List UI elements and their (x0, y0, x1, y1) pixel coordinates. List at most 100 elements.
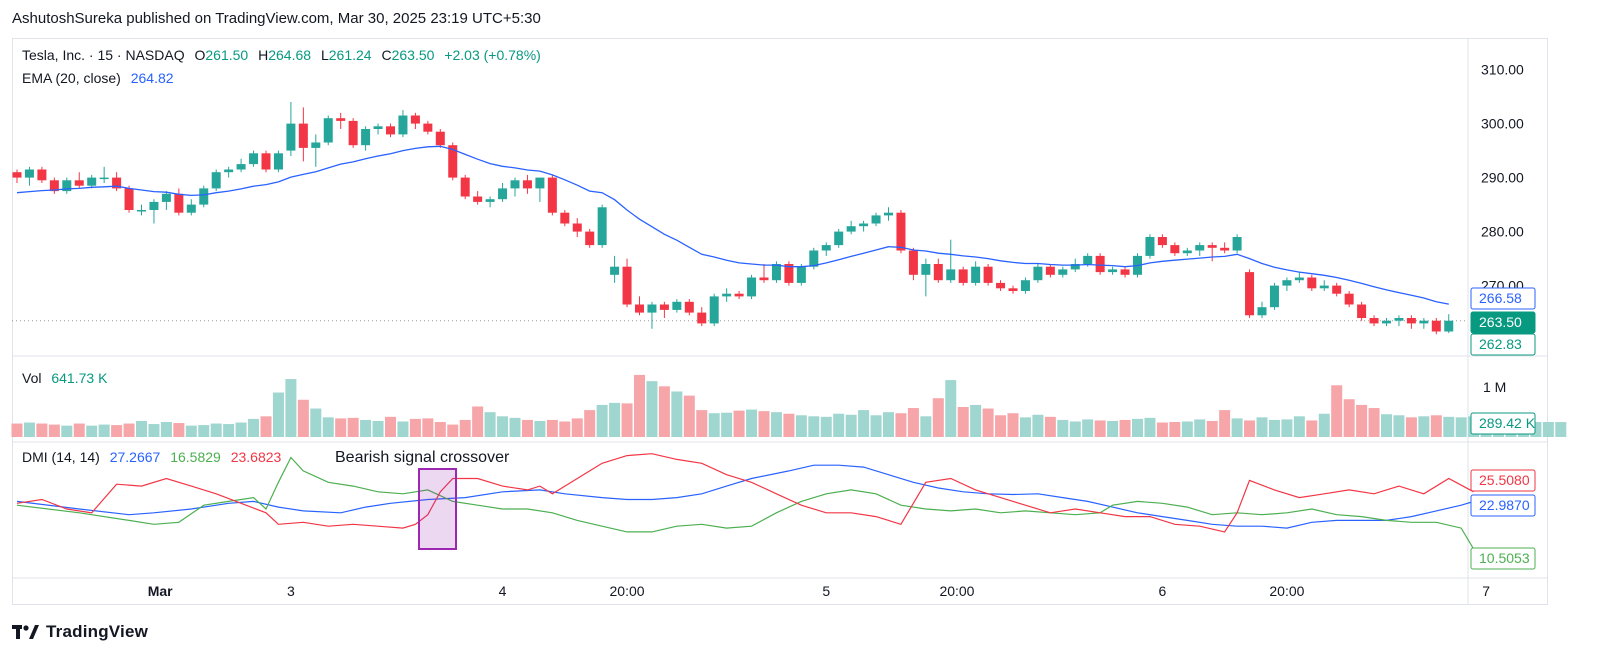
volume-bar (185, 425, 197, 437)
candle-body (572, 223, 582, 232)
footer-brand: TradingView (46, 622, 149, 641)
candle-body (448, 145, 458, 178)
low-label: L (321, 47, 329, 63)
volume-bar (1542, 422, 1554, 437)
time-tick-label: 5 (822, 583, 830, 599)
volume-bar (173, 423, 185, 437)
candle-body (261, 153, 271, 170)
dmi-adx-line (16, 464, 1474, 529)
volume-bar (957, 407, 969, 437)
volume-bar (1057, 419, 1069, 437)
high-label: H (258, 47, 268, 63)
candle-body (1282, 280, 1292, 286)
candle-body (1220, 247, 1230, 251)
symbol-name: Tesla, Inc. · 15 · NASDAQ (22, 47, 185, 63)
volume-bar (136, 420, 147, 437)
time-tick-label: 6 (1159, 583, 1167, 599)
volume-bar (920, 416, 932, 437)
volume-bar (721, 412, 733, 437)
candle-body (1344, 293, 1354, 305)
candle-body (709, 296, 719, 324)
candle-body (1319, 285, 1329, 289)
volume-bar (833, 413, 845, 437)
candle-body (498, 188, 508, 200)
volume-bar (683, 395, 695, 437)
ema-value: 264.82 (131, 70, 174, 86)
dmi-badge-2: 22.9870 (1479, 497, 1530, 513)
volume-bar (86, 425, 98, 437)
volume-bar (422, 418, 434, 437)
candle-body (249, 153, 259, 165)
volume-bar (1293, 416, 1305, 437)
candle-body (759, 277, 769, 281)
candle-body (771, 264, 781, 281)
volume-bar (1144, 417, 1156, 437)
candle-body (386, 126, 395, 135)
volume-bar (1343, 399, 1355, 437)
candle-body (871, 215, 881, 224)
candle-body (1195, 245, 1205, 251)
candle-body (734, 293, 744, 297)
time-tick-label: 20:00 (610, 583, 645, 599)
candle-body (161, 193, 171, 202)
candle-body (908, 250, 918, 275)
low-price-badge: 262.83 (1479, 336, 1522, 352)
candle-body (859, 223, 869, 227)
volume-bar (297, 399, 309, 437)
volume-bar (982, 408, 994, 437)
volume-bar (372, 420, 384, 437)
ema-line (16, 145, 1449, 305)
candle-body (747, 277, 757, 297)
volume-value: 641.73 K (51, 370, 108, 386)
volume-bar (758, 411, 770, 437)
time-tick-label: 20:00 (1269, 583, 1304, 599)
crossover-highlight (418, 468, 457, 550)
volume-bar (1156, 422, 1168, 437)
volume-bar (472, 406, 484, 437)
candle-body (896, 212, 906, 251)
candle-body (24, 169, 34, 178)
candle-body (1406, 318, 1416, 324)
volume-bar (932, 398, 944, 437)
footer-logo: TradingView (12, 622, 148, 642)
volume-bar (1443, 416, 1455, 437)
volume-bar (285, 379, 297, 437)
candle-body (1307, 277, 1317, 289)
candle-body (286, 123, 296, 151)
tradingview-logo-icon (12, 625, 39, 639)
volume-bar (1082, 419, 1094, 437)
ema-price-badge-bg (1470, 287, 1536, 310)
dmi-value-2: 16.5829 (170, 449, 221, 465)
volume-bar (497, 416, 509, 437)
volume-bar (36, 423, 48, 437)
volume-bar (1381, 414, 1392, 437)
volume-bar (858, 410, 870, 437)
volume-tick-label: 1 M (1483, 379, 1506, 395)
candle-body (49, 180, 59, 192)
volume-bar (521, 419, 533, 437)
volume-bar (23, 422, 35, 437)
volume-bar (235, 422, 247, 437)
volume-bar (945, 380, 957, 437)
volume-bar (160, 422, 172, 437)
candle-body (1245, 272, 1255, 316)
candle-body (435, 131, 445, 146)
volume-bar (1530, 422, 1542, 437)
volume-bar (1094, 420, 1106, 437)
volume-bar (1256, 417, 1268, 437)
volume-bar (970, 404, 982, 437)
symbol-legend: Tesla, Inc. · 15 · NASDAQ O261.50 H264.6… (22, 47, 541, 63)
candle-body (983, 266, 993, 283)
candle-body (37, 169, 47, 181)
volume-bar (870, 415, 882, 437)
candle-body (1157, 237, 1167, 246)
candle-body (423, 123, 433, 132)
dmi-value-3: 23.6823 (231, 449, 282, 465)
dmi-minus-line (16, 453, 1474, 533)
volume-bar (559, 421, 571, 437)
volume-bar (335, 418, 347, 437)
candle-body (211, 172, 221, 189)
low-value: 261.24 (329, 47, 372, 63)
time-tick-label: Mar (148, 583, 173, 599)
